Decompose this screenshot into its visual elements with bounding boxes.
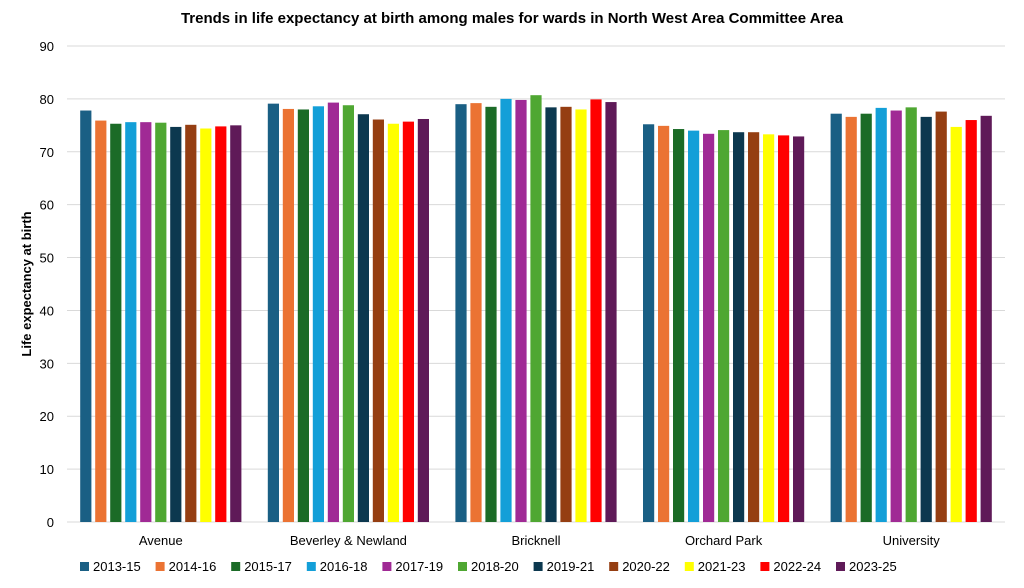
y-tick-label: 10 [40, 462, 54, 477]
y-tick-label: 50 [40, 251, 54, 266]
bar-2015-17-beverley-newland [297, 109, 309, 522]
bar-2016-18-bricknell [500, 98, 512, 522]
legend-label: 2018-20 [471, 559, 519, 574]
legend-label: 2017-19 [395, 559, 443, 574]
y-tick-label: 30 [40, 356, 54, 371]
bar-2023-25-university [980, 115, 992, 523]
legend-swatch [231, 562, 241, 571]
legend-swatch [382, 562, 392, 571]
bar-2020-22-orchard-park [748, 132, 760, 522]
bar-2018-20-university [905, 107, 917, 523]
bar-2021-23-bricknell [575, 109, 587, 522]
bar-2014-16-university [845, 116, 857, 523]
y-tick-label: 60 [40, 198, 54, 213]
bar-2016-18-avenue [125, 122, 137, 522]
bar-2022-24-beverley-newland [402, 121, 414, 523]
legend-swatch [458, 562, 467, 571]
bar-2023-25-bricknell [605, 102, 617, 522]
bar-2018-20-orchard-park [718, 130, 730, 523]
bar-2015-17-bricknell [485, 106, 497, 523]
legend-label: 2022-24 [773, 559, 821, 574]
bar-2015-17-avenue [110, 123, 122, 522]
y-tick-label: 90 [40, 39, 54, 54]
legend-label: 2021-23 [698, 559, 746, 574]
bar-2021-23-orchard-park [763, 134, 775, 522]
bar-2019-21-bricknell [545, 107, 557, 523]
bar-2020-22-beverley-newland [372, 119, 384, 522]
bar-2019-21-beverley-newland [357, 114, 369, 522]
bar-2017-19-avenue [140, 122, 152, 522]
bar-2021-23-university [950, 126, 962, 523]
legend-label: 2023-25 [849, 559, 897, 574]
bar-2014-16-beverley-newland [282, 108, 294, 522]
bar-2021-23-beverley-newland [387, 123, 399, 522]
bar-2014-16-avenue [95, 120, 107, 522]
chart-title: Trends in life expectancy at birth among… [181, 10, 844, 27]
bar-2018-20-bricknell [530, 95, 542, 522]
bar-2023-25-orchard-park [793, 136, 805, 522]
bar-2020-22-bricknell [560, 106, 572, 523]
bar-2013-15-university [830, 113, 842, 522]
bar-2021-23-avenue [200, 128, 212, 523]
bar-2019-21-orchard-park [733, 132, 745, 522]
bar-2022-24-university [965, 120, 977, 523]
bar-2015-17-orchard-park [673, 129, 685, 522]
x-tick-label: Bricknell [511, 533, 560, 548]
bar-2019-21-avenue [170, 126, 182, 523]
bar-2023-25-beverley-newland [417, 118, 429, 522]
bar-2016-18-university [875, 107, 887, 522]
bar-2014-16-orchard-park [658, 125, 670, 523]
bar-2022-24-bricknell [590, 99, 602, 522]
bar-2023-25-avenue [230, 125, 242, 522]
bar-2022-24-orchard-park [778, 135, 790, 523]
bar-2016-18-beverley-newland [312, 106, 324, 522]
x-tick-label: Orchard Park [685, 533, 763, 548]
bar-2015-17-university [860, 113, 872, 522]
bar-2017-19-university [890, 110, 902, 522]
y-tick-label: 80 [40, 92, 54, 107]
y-tick-label: 40 [40, 303, 54, 318]
legend-swatch [80, 562, 89, 571]
bar-2017-19-bricknell [515, 99, 527, 523]
legend-swatch [533, 562, 543, 571]
legend-label: 2019-21 [547, 559, 595, 574]
legend-swatch [609, 562, 619, 571]
bar-2020-22-university [935, 111, 947, 523]
bar-2014-16-bricknell [470, 103, 482, 523]
bar-2016-18-orchard-park [688, 130, 700, 522]
legend-label: 2015-17 [244, 559, 292, 574]
bar-2013-15-beverley-newland [267, 103, 279, 522]
bar-2013-15-avenue [80, 110, 92, 522]
bar-2018-20-beverley-newland [342, 105, 354, 522]
x-tick-label: University [883, 533, 941, 548]
bar-2017-19-beverley-newland [327, 102, 339, 522]
y-tick-label: 0 [47, 515, 54, 530]
bar-2020-22-avenue [185, 124, 197, 522]
y-tick-label: 70 [40, 145, 54, 160]
bar-2017-19-orchard-park [703, 133, 715, 522]
bar-2013-15-bricknell [455, 104, 467, 522]
legend-swatch [306, 562, 316, 571]
x-tick-label: Avenue [139, 533, 183, 548]
bar-2013-15-orchard-park [643, 124, 655, 522]
legend-label: 2013-15 [93, 559, 141, 574]
y-axis-label: Life expectancy at birth [19, 211, 34, 356]
bar-2022-24-avenue [215, 126, 227, 522]
x-tick-label: Beverley & Newland [290, 533, 407, 548]
bar-2018-20-avenue [155, 122, 167, 522]
bar-2019-21-university [920, 116, 932, 523]
legend-swatch [760, 562, 770, 571]
legend-label: 2020-22 [622, 559, 670, 574]
legend-swatch [155, 562, 165, 571]
legend-swatch [684, 562, 694, 571]
y-tick-label: 20 [40, 409, 54, 424]
legend-swatch [836, 562, 845, 571]
legend-label: 2016-18 [320, 559, 368, 574]
legend-label: 2014-16 [169, 559, 217, 574]
